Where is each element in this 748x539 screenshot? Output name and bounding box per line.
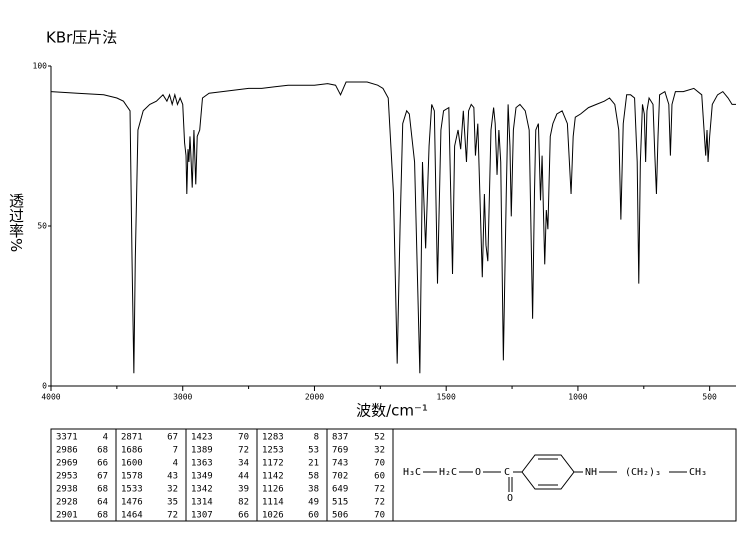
x-tick-label: 4000: [41, 393, 60, 402]
peak-transmittance: 8: [314, 433, 319, 443]
peak-wavenumber: 1349: [191, 472, 213, 482]
peak-wavenumber: 1464: [121, 511, 143, 521]
peak-wavenumber: 1172: [262, 459, 284, 469]
y-axis-label: 透过率%: [7, 193, 25, 252]
peak-wavenumber: 1126: [262, 485, 284, 495]
peak-wavenumber: 1600: [121, 459, 143, 469]
peak-wavenumber: 649: [332, 485, 348, 495]
structure-label: CH₃: [689, 467, 707, 478]
peak-wavenumber: 702: [332, 472, 348, 482]
peak-wavenumber: 1423: [191, 433, 213, 443]
peak-transmittance: 7: [173, 446, 178, 456]
structure-bonds: [423, 454, 687, 492]
peak-transmittance: 58: [308, 472, 319, 482]
peak-wavenumber: 1314: [191, 498, 213, 508]
y-tick-label: 50: [37, 222, 47, 231]
peak-transmittance: 60: [374, 472, 385, 482]
y-tick-label: 0: [42, 382, 47, 391]
peak-transmittance: 70: [374, 459, 385, 469]
peak-wavenumber: 1026: [262, 511, 284, 521]
peak-transmittance: 72: [374, 498, 385, 508]
x-tick-label: 1500: [437, 393, 456, 402]
structure-label: O: [475, 467, 481, 478]
structure-label: O: [507, 493, 513, 504]
peak-wavenumber: 1142: [262, 472, 284, 482]
peak-wavenumber: 2986: [56, 446, 78, 456]
x-tick-label: 3000: [173, 393, 192, 402]
peak-transmittance: 67: [97, 472, 108, 482]
peak-transmittance: 43: [167, 472, 178, 482]
peak-transmittance: 72: [374, 485, 385, 495]
peak-transmittance: 4: [173, 459, 178, 469]
peak-transmittance: 60: [308, 511, 319, 521]
peak-transmittance: 66: [238, 511, 249, 521]
peak-wavenumber: 506: [332, 511, 348, 521]
peak-wavenumber: 1253: [262, 446, 284, 456]
peak-wavenumber: 1307: [191, 511, 213, 521]
y-tick-label: 100: [33, 62, 48, 71]
peak-wavenumber: 2938: [56, 485, 78, 495]
peak-transmittance: 21: [308, 459, 319, 469]
structure-label: C: [504, 467, 510, 478]
peak-transmittance: 34: [238, 459, 249, 469]
peak-wavenumber: 2901: [56, 511, 78, 521]
peak-wavenumber: 837: [332, 433, 348, 443]
peak-wavenumber: 1389: [191, 446, 213, 456]
peak-transmittance: 38: [308, 485, 319, 495]
peak-wavenumber: 3371: [56, 433, 78, 443]
peak-transmittance: 82: [238, 498, 249, 508]
peak-transmittance: 4: [103, 433, 108, 443]
structure-label: H₂C: [439, 467, 457, 478]
peak-transmittance: 68: [97, 446, 108, 456]
peak-transmittance: 67: [167, 433, 178, 443]
peak-transmittance: 70: [238, 433, 249, 443]
peak-wavenumber: 1686: [121, 446, 143, 456]
x-tick-label: 1000: [568, 393, 587, 402]
peak-wavenumber: 515: [332, 498, 348, 508]
x-tick-label: 2000: [305, 393, 324, 402]
peak-transmittance: 72: [238, 446, 249, 456]
peak-transmittance: 53: [308, 446, 319, 456]
peak-wavenumber: 1114: [262, 498, 284, 508]
structure-label: (CH₂)₃: [625, 467, 661, 478]
peak-transmittance: 66: [97, 459, 108, 469]
peak-wavenumber: 2969: [56, 459, 78, 469]
chart-title: KBr压片法: [46, 29, 117, 47]
peak-wavenumber: 1533: [121, 485, 143, 495]
peak-transmittance: 44: [238, 472, 249, 482]
peak-transmittance: 49: [308, 498, 319, 508]
peak-wavenumber: 1363: [191, 459, 213, 469]
peak-transmittance: 39: [238, 485, 249, 495]
structure-label: NH: [585, 467, 597, 478]
peak-wavenumber: 2871: [121, 433, 143, 443]
peak-wavenumber: 1283: [262, 433, 284, 443]
peak-transmittance: 32: [167, 485, 178, 495]
peak-wavenumber: 2928: [56, 498, 78, 508]
peak-transmittance: 35: [167, 498, 178, 508]
peak-transmittance: 70: [374, 511, 385, 521]
peak-wavenumber: 743: [332, 459, 348, 469]
peak-wavenumber: 2953: [56, 472, 78, 482]
peak-transmittance: 52: [374, 433, 385, 443]
peak-wavenumber: 1342: [191, 485, 213, 495]
peak-transmittance: 72: [167, 511, 178, 521]
x-tick-label: 500: [702, 393, 717, 402]
peak-transmittance: 68: [97, 485, 108, 495]
peak-wavenumber: 769: [332, 446, 348, 456]
structure-label: H₃C: [403, 467, 421, 478]
peak-wavenumber: 1578: [121, 472, 143, 482]
peak-transmittance: 32: [374, 446, 385, 456]
x-axis-label: 波数/cm⁻¹: [356, 402, 428, 420]
peak-wavenumber: 1476: [121, 498, 143, 508]
peak-transmittance: 64: [97, 498, 108, 508]
peak-transmittance: 68: [97, 511, 108, 521]
spectrum-line: [50, 81, 736, 374]
